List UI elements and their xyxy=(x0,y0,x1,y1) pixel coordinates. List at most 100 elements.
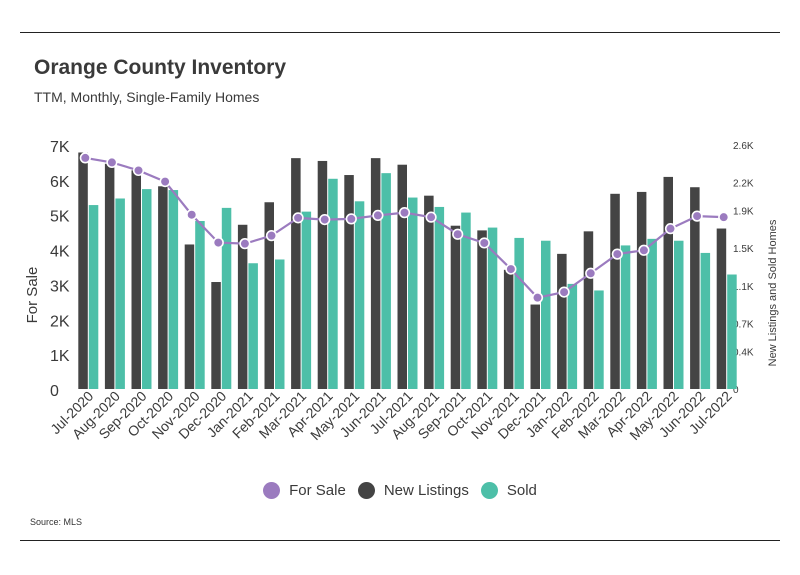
y2-tick-label-2: 0.7K xyxy=(733,319,754,330)
bar-new-listings-21 xyxy=(636,191,647,389)
y2-tick-label-0: 0 xyxy=(733,385,739,396)
bar-new-listings-23 xyxy=(690,187,700,389)
for-sale-point-19 xyxy=(585,267,597,279)
bar-sold-22 xyxy=(674,240,684,389)
bar-new-listings-8 xyxy=(291,158,301,389)
bar-sold-0 xyxy=(88,205,99,389)
chart-title: Orange County Inventory xyxy=(34,56,287,79)
bar-new-listings-5 xyxy=(211,282,221,389)
bar-new-listings-19 xyxy=(583,231,594,389)
bar-new-listings-24 xyxy=(716,228,727,389)
bar-sold-21 xyxy=(647,238,657,389)
legend-item-for-sale: For Sale xyxy=(263,482,346,499)
bar-sold-17 xyxy=(541,240,551,389)
bar-sold-10 xyxy=(354,201,365,389)
bar-new-listings-9 xyxy=(317,160,328,389)
bar-new-listings-0 xyxy=(78,152,88,389)
y2-tick-label-6: 2.2K xyxy=(733,179,754,190)
top-rule xyxy=(20,32,780,33)
bar-new-listings-6 xyxy=(237,224,248,389)
bar-new-listings-7 xyxy=(264,202,274,389)
bar-sold-14 xyxy=(461,212,471,389)
for-sale-point-8 xyxy=(292,212,304,224)
y-tick-label-0: 0 xyxy=(50,383,59,400)
bar-new-listings-14 xyxy=(450,225,461,389)
y2-tick-label-1: 0.4K xyxy=(733,347,754,358)
for-sale-point-6 xyxy=(239,238,251,250)
for-sale-point-7 xyxy=(265,230,278,242)
for-sale-point-17 xyxy=(531,292,544,304)
for-sale-point-13 xyxy=(425,211,437,223)
legend-label-new-listings: New Listings xyxy=(383,482,469,499)
y-tick-label-2: 2K xyxy=(50,313,70,330)
y-tick-label-3: 3K xyxy=(50,278,70,295)
bar-sold-20 xyxy=(620,245,631,389)
for-sale-point-9 xyxy=(319,213,331,226)
for-sale-point-21 xyxy=(638,244,650,256)
y-axis-title: For Sale xyxy=(24,267,41,324)
legend-swatch-for-sale xyxy=(263,482,281,499)
for-sale-point-16 xyxy=(505,263,517,275)
bar-sold-8 xyxy=(301,211,312,389)
bar-new-listings-16 xyxy=(503,269,514,389)
source-note: Source: MLS xyxy=(30,517,83,527)
bar-new-listings-10 xyxy=(344,175,354,389)
bar-sold-7 xyxy=(275,259,285,389)
bar-sold-24 xyxy=(727,274,737,389)
bar-sold-18 xyxy=(567,283,578,389)
bar-new-listings-15 xyxy=(477,230,487,389)
chart-legend: For Sale New Listings Sold xyxy=(0,482,800,499)
y2-axis-title: New Listings and Sold Homes xyxy=(767,219,779,366)
bar-sold-19 xyxy=(594,290,604,389)
for-sale-point-5 xyxy=(212,237,224,249)
y2-tick-label-3: 1.1K xyxy=(733,282,754,293)
legend-item-sold: Sold xyxy=(480,482,537,499)
bar-new-listings-20 xyxy=(610,193,620,389)
for-sale-point-23 xyxy=(691,210,703,222)
y2-tick-label-4: 1.5K xyxy=(733,244,754,255)
bar-sold-4 xyxy=(195,221,205,389)
bar-new-listings-12 xyxy=(397,164,407,389)
bar-sold-9 xyxy=(328,178,338,389)
y-tick-label-6: 6K xyxy=(50,174,70,191)
bar-new-listings-22 xyxy=(663,176,673,389)
y-tick-label-4: 4K xyxy=(50,244,70,261)
bar-sold-11 xyxy=(381,173,391,389)
bottom-rule xyxy=(20,540,780,541)
for-sale-point-4 xyxy=(186,209,198,221)
bar-new-listings-13 xyxy=(424,195,434,389)
bar-new-listings-4 xyxy=(184,244,195,389)
bar-new-listings-2 xyxy=(131,170,141,389)
bar-new-listings-3 xyxy=(158,186,168,389)
legend-swatch-new-listings xyxy=(357,482,375,499)
for-sale-point-0 xyxy=(79,152,91,164)
legend-swatch-sold xyxy=(480,482,498,499)
bar-sold-3 xyxy=(168,190,179,389)
for-sale-point-18 xyxy=(558,286,570,298)
for-sale-point-12 xyxy=(398,207,411,219)
legend-item-new-listings: New Listings xyxy=(357,482,469,499)
y2-tick-label-5: 1.9K xyxy=(733,207,754,218)
for-sale-point-10 xyxy=(345,213,357,225)
for-sale-point-24 xyxy=(718,211,730,223)
bar-sold-12 xyxy=(408,197,418,389)
legend-label-for-sale: For Sale xyxy=(289,482,346,499)
bar-new-listings-18 xyxy=(557,253,567,389)
y-tick-label-5: 5K xyxy=(50,209,70,226)
bar-new-listings-1 xyxy=(104,163,115,389)
bar-sold-2 xyxy=(142,189,152,389)
bar-new-listings-17 xyxy=(530,304,540,389)
for-sale-point-1 xyxy=(106,156,118,169)
bar-sold-1 xyxy=(115,198,125,389)
bar-new-listings-11 xyxy=(370,158,381,389)
for-sale-point-14 xyxy=(452,228,464,240)
y-tick-label-1: 1K xyxy=(50,348,70,365)
bar-sold-23 xyxy=(700,252,711,389)
y-tick-label-7: 7K xyxy=(50,139,70,156)
for-sale-point-20 xyxy=(611,248,623,260)
for-sale-point-2 xyxy=(132,164,145,177)
bar-sold-15 xyxy=(487,227,498,389)
y2-tick-label-7: 2.6K xyxy=(733,141,754,152)
for-sale-point-22 xyxy=(664,223,677,235)
